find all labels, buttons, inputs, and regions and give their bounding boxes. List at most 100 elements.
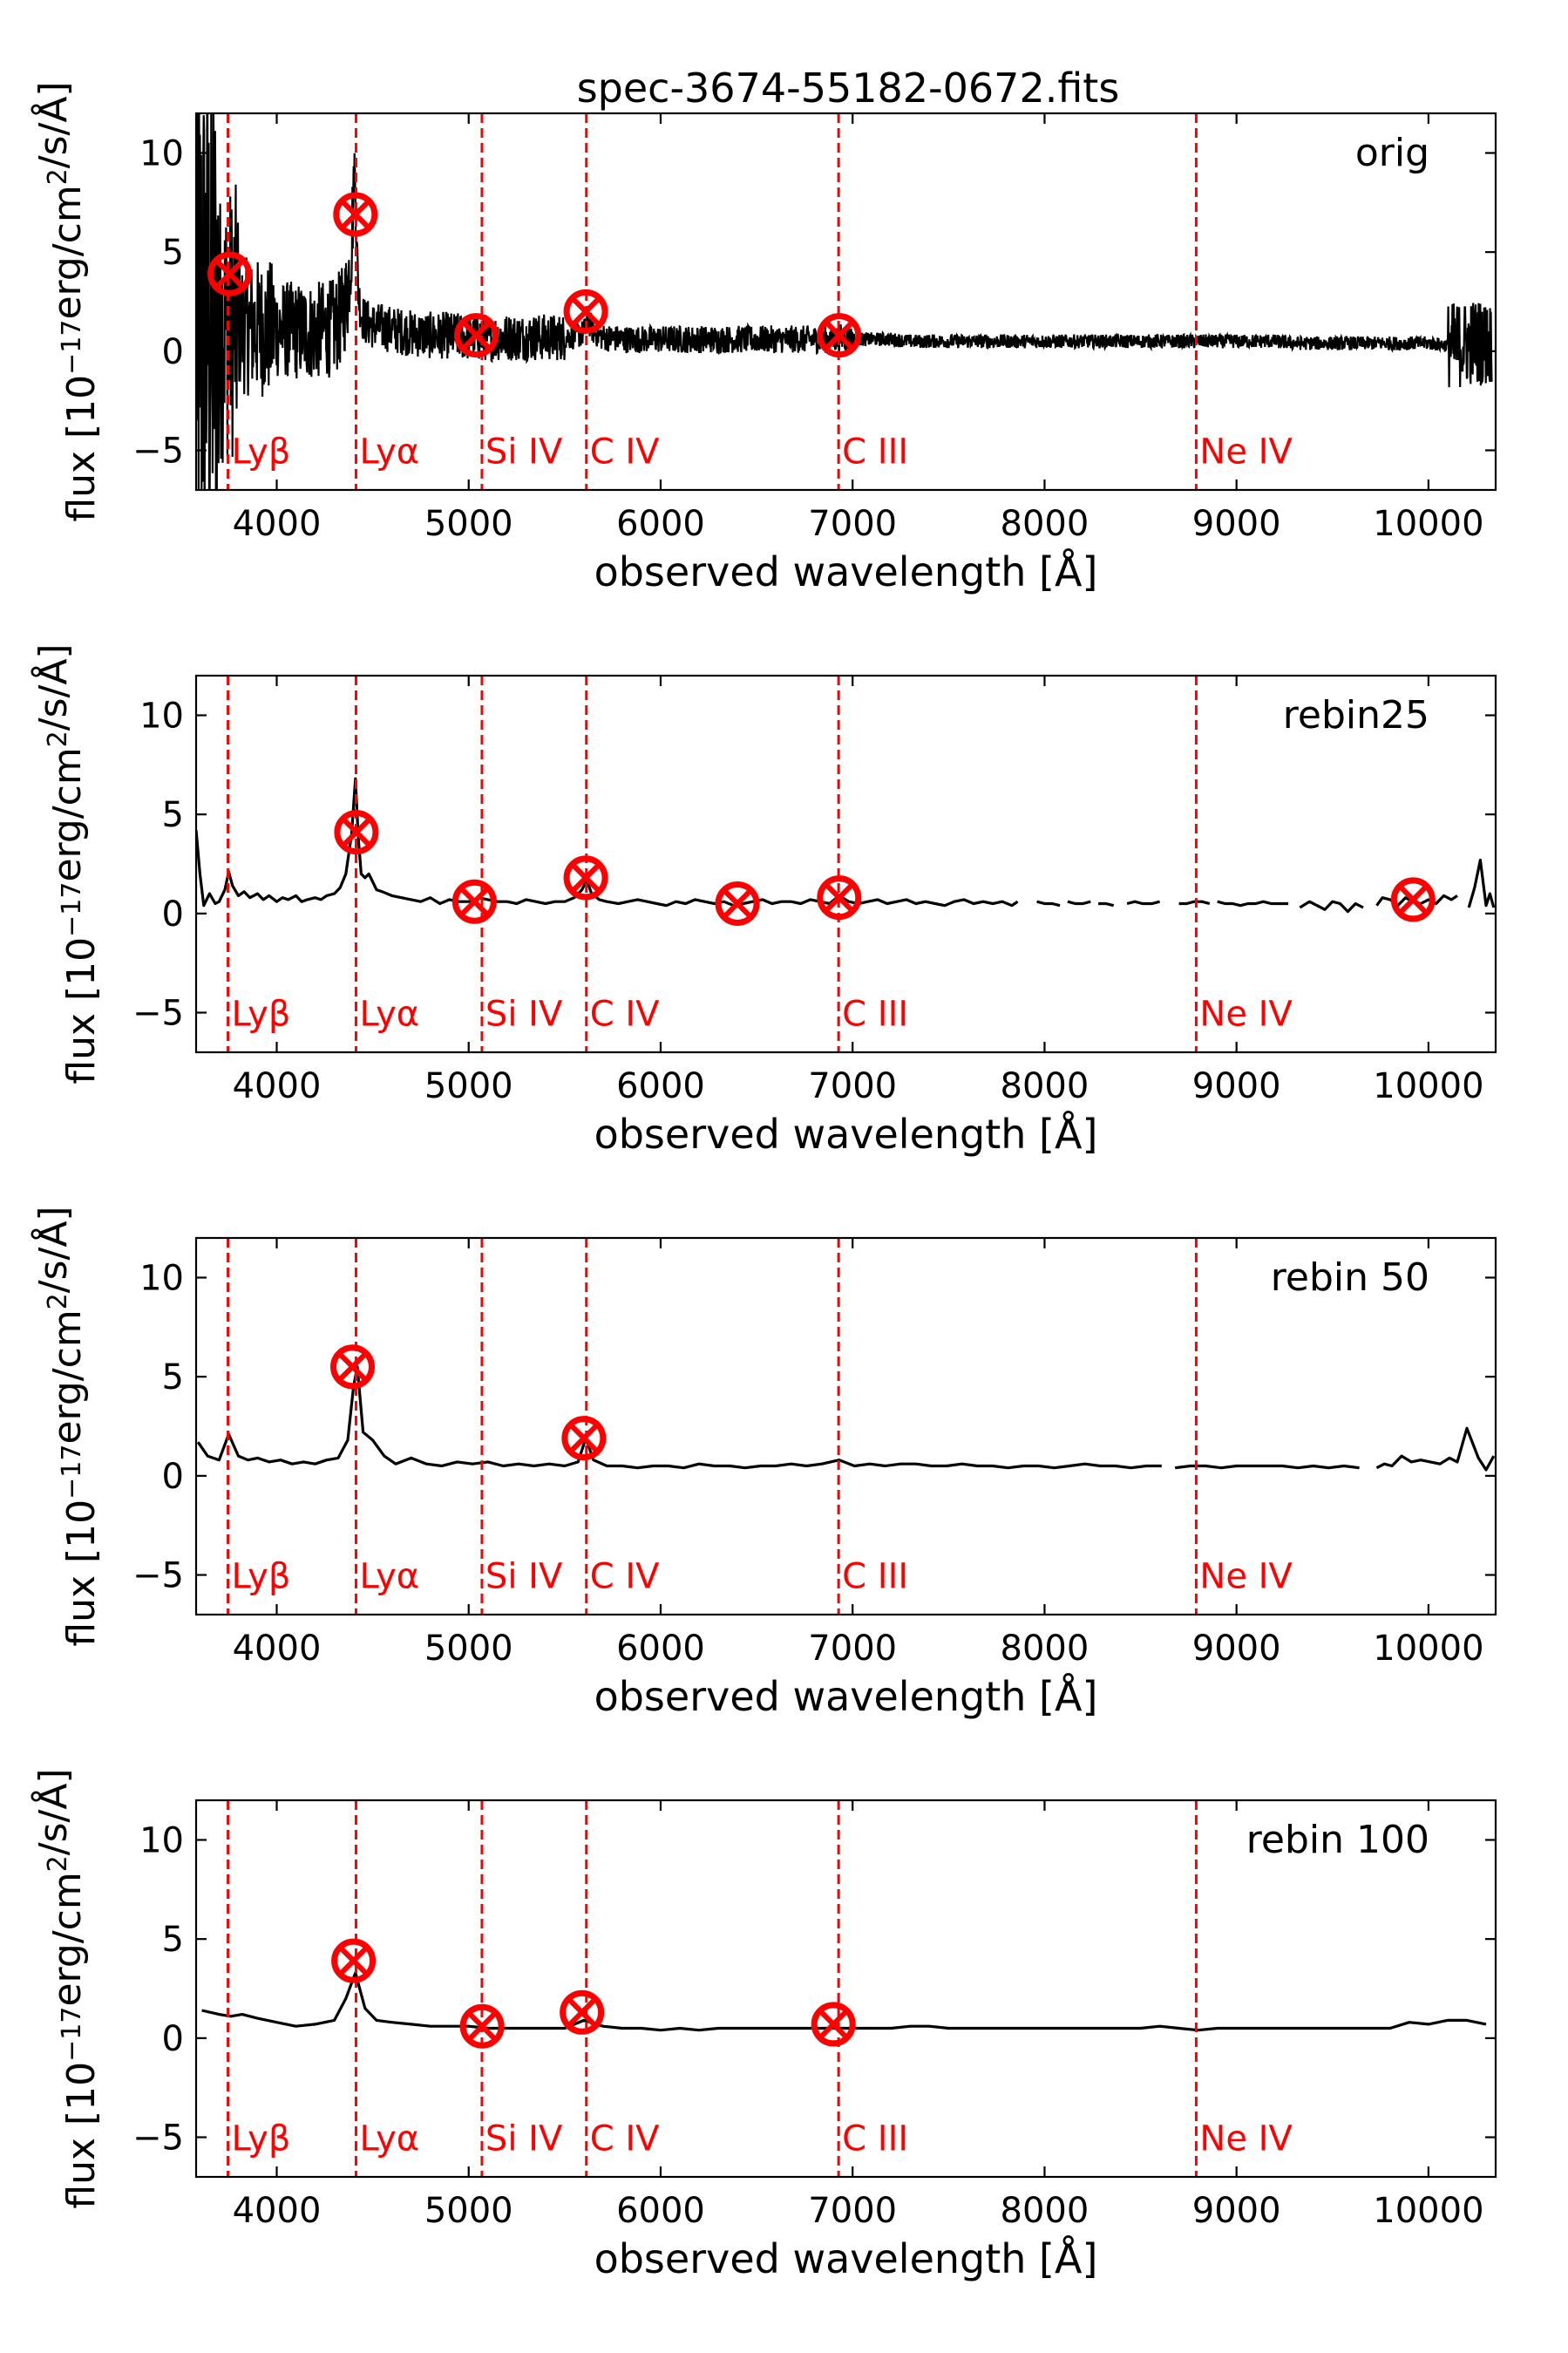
y-axis-label: flux [10−17erg/cm2/s/Å] [30, 81, 104, 521]
y-tick-label: 0 [162, 1457, 184, 1497]
y-tick-label: −5 [132, 2118, 184, 2159]
detection-marker [811, 2002, 856, 2047]
y-tick-label: 5 [162, 1920, 184, 1960]
y-axis-label: flux [10−17erg/cm2/s/Å] [30, 1768, 104, 2208]
detection-marker [563, 289, 608, 334]
y-tick-label: 5 [162, 1357, 184, 1398]
x-tick-label: 5000 [424, 1066, 513, 1106]
x-tick-label: 5000 [424, 504, 513, 544]
x-axis-label: observed wavelength [Å] [594, 1111, 1098, 1158]
axes-frame [194, 674, 1497, 1054]
x-tick-label: 7000 [808, 504, 897, 544]
ref-line-label-ly: Lyβ [232, 995, 291, 1035]
ref-line-label-si-iv: Si IV [485, 1557, 563, 1597]
x-tick-label: 4000 [233, 2191, 322, 2231]
detection-marker [715, 881, 760, 926]
y-tick-label: 0 [162, 2019, 184, 2059]
x-tick-label: 6000 [616, 2191, 705, 2231]
detection-marker [1390, 877, 1436, 922]
ref-line-label-si-iv: Si IV [485, 432, 563, 473]
y-tick-label: −5 [132, 1556, 184, 1596]
x-axis-label: observed wavelength [Å] [594, 548, 1098, 595]
y-axis-label: flux [10−17erg/cm2/s/Å] [30, 643, 104, 1084]
x-tick-label: 6000 [616, 1629, 705, 1669]
detection-marker [333, 192, 378, 237]
panel-label: rebin 100 [1246, 1818, 1429, 1862]
y-tick-label: 5 [162, 795, 184, 835]
x-tick-label: 6000 [616, 1066, 705, 1106]
y-tick-label: −5 [132, 994, 184, 1034]
ref-line-label-ly: Lyα [359, 995, 419, 1035]
spectrum-line [196, 1365, 1496, 1472]
x-tick-label: 7000 [808, 1066, 897, 1106]
x-tick-label: 4000 [233, 1066, 322, 1106]
detection-marker [331, 1938, 377, 1983]
ref-line-label-c-iv: C IV [590, 2119, 660, 2159]
y-tick-label: −5 [132, 432, 184, 472]
panel-rebin25: Lyβ Lyα Si IV C IV C III Ne IV 4000 5000 6000 700… [30, 643, 1497, 1158]
x-tick-label: 8000 [1001, 1629, 1089, 1669]
y-tick-label: 0 [162, 894, 184, 935]
ref-line-label-ne-iv: Ne IV [1199, 995, 1293, 1035]
detection-marker [561, 1416, 607, 1461]
x-tick-label: 7000 [808, 2191, 897, 2231]
detection-marker [207, 251, 253, 296]
detection-marker [563, 855, 608, 901]
x-axis-label: observed wavelength [Å] [594, 1673, 1098, 1720]
panel-label: rebin25 [1283, 693, 1429, 738]
ref-line-label-c-iii: C III [842, 995, 908, 1035]
x-tick-label: 9000 [1192, 1629, 1281, 1669]
detection-marker [817, 313, 862, 358]
panel-label: orig [1355, 131, 1429, 175]
x-tick-label: 6000 [616, 504, 705, 544]
panel-rebin-50: Lyβ Lyα Si IV C IV C III Ne IV 4000 5000 6000 700… [30, 1206, 1497, 1720]
ref-line-label-c-iv: C IV [590, 432, 660, 473]
x-tick-label: 10000 [1373, 1066, 1483, 1106]
x-tick-label: 8000 [1001, 1066, 1089, 1106]
ref-line-label-ne-iv: Ne IV [1199, 2119, 1293, 2159]
x-tick-label: 10000 [1373, 504, 1483, 544]
ref-line-label-c-iii: C III [842, 432, 908, 473]
ref-line-label-ly: Lyβ [232, 2119, 291, 2159]
detection-marker [454, 313, 499, 358]
detection-marker [560, 1989, 605, 2035]
panel-rebin-100: Lyβ Lyα Si IV C IV C III Ne IV 4000 5000 6000 700… [30, 1768, 1497, 2282]
y-tick-label: 10 [139, 133, 184, 173]
x-tick-label: 10000 [1373, 1629, 1483, 1669]
x-tick-label: 5000 [424, 2191, 513, 2231]
ref-line-label-si-iv: Si IV [485, 995, 563, 1035]
x-tick-label: 8000 [1001, 2191, 1089, 2231]
y-tick-label: 0 [162, 332, 184, 372]
panel-orig: Lyβ Lyα Si IV C IV C III Ne IV 4000 5000 6000 700… [30, 81, 1497, 595]
x-tick-label: 9000 [1192, 1066, 1281, 1106]
ref-line-label-ly: Lyα [359, 1557, 419, 1597]
detection-marker [459, 2003, 505, 2049]
spectrum-line [201, 1971, 1487, 2032]
ref-line-label-ne-iv: Ne IV [1199, 1557, 1293, 1597]
ref-line-label-c-iii: C III [842, 1557, 908, 1597]
y-tick-label: 10 [139, 1820, 184, 1860]
ref-line-label-ne-iv: Ne IV [1199, 432, 1293, 473]
x-tick-label: 8000 [1001, 504, 1089, 544]
y-axis-label: flux [10−17erg/cm2/s/Å] [30, 1206, 104, 1646]
detection-marker [334, 810, 379, 855]
ref-line-label-c-iv: C IV [590, 995, 660, 1035]
ref-line-label-ly: Lyβ [232, 1557, 291, 1597]
detection-marker [817, 875, 862, 921]
axes-frame [194, 112, 1497, 492]
panel-label: rebin 50 [1271, 1255, 1429, 1300]
axes-frame [194, 1799, 1497, 2179]
detection-marker [451, 879, 497, 924]
x-tick-label: 7000 [808, 1629, 897, 1669]
x-tick-label: 5000 [424, 1629, 513, 1669]
ref-line-label-ly: Lyβ [232, 432, 291, 473]
ref-line-label-c-iv: C IV [590, 1557, 660, 1597]
x-tick-label: 4000 [233, 1629, 322, 1669]
x-tick-label: 9000 [1192, 2191, 1281, 2231]
ref-line-label-si-iv: Si IV [485, 2119, 563, 2159]
ref-line-label-ly: Lyα [359, 2119, 419, 2159]
x-axis-label: observed wavelength [Å] [594, 2235, 1098, 2282]
y-tick-label: 10 [139, 696, 184, 736]
